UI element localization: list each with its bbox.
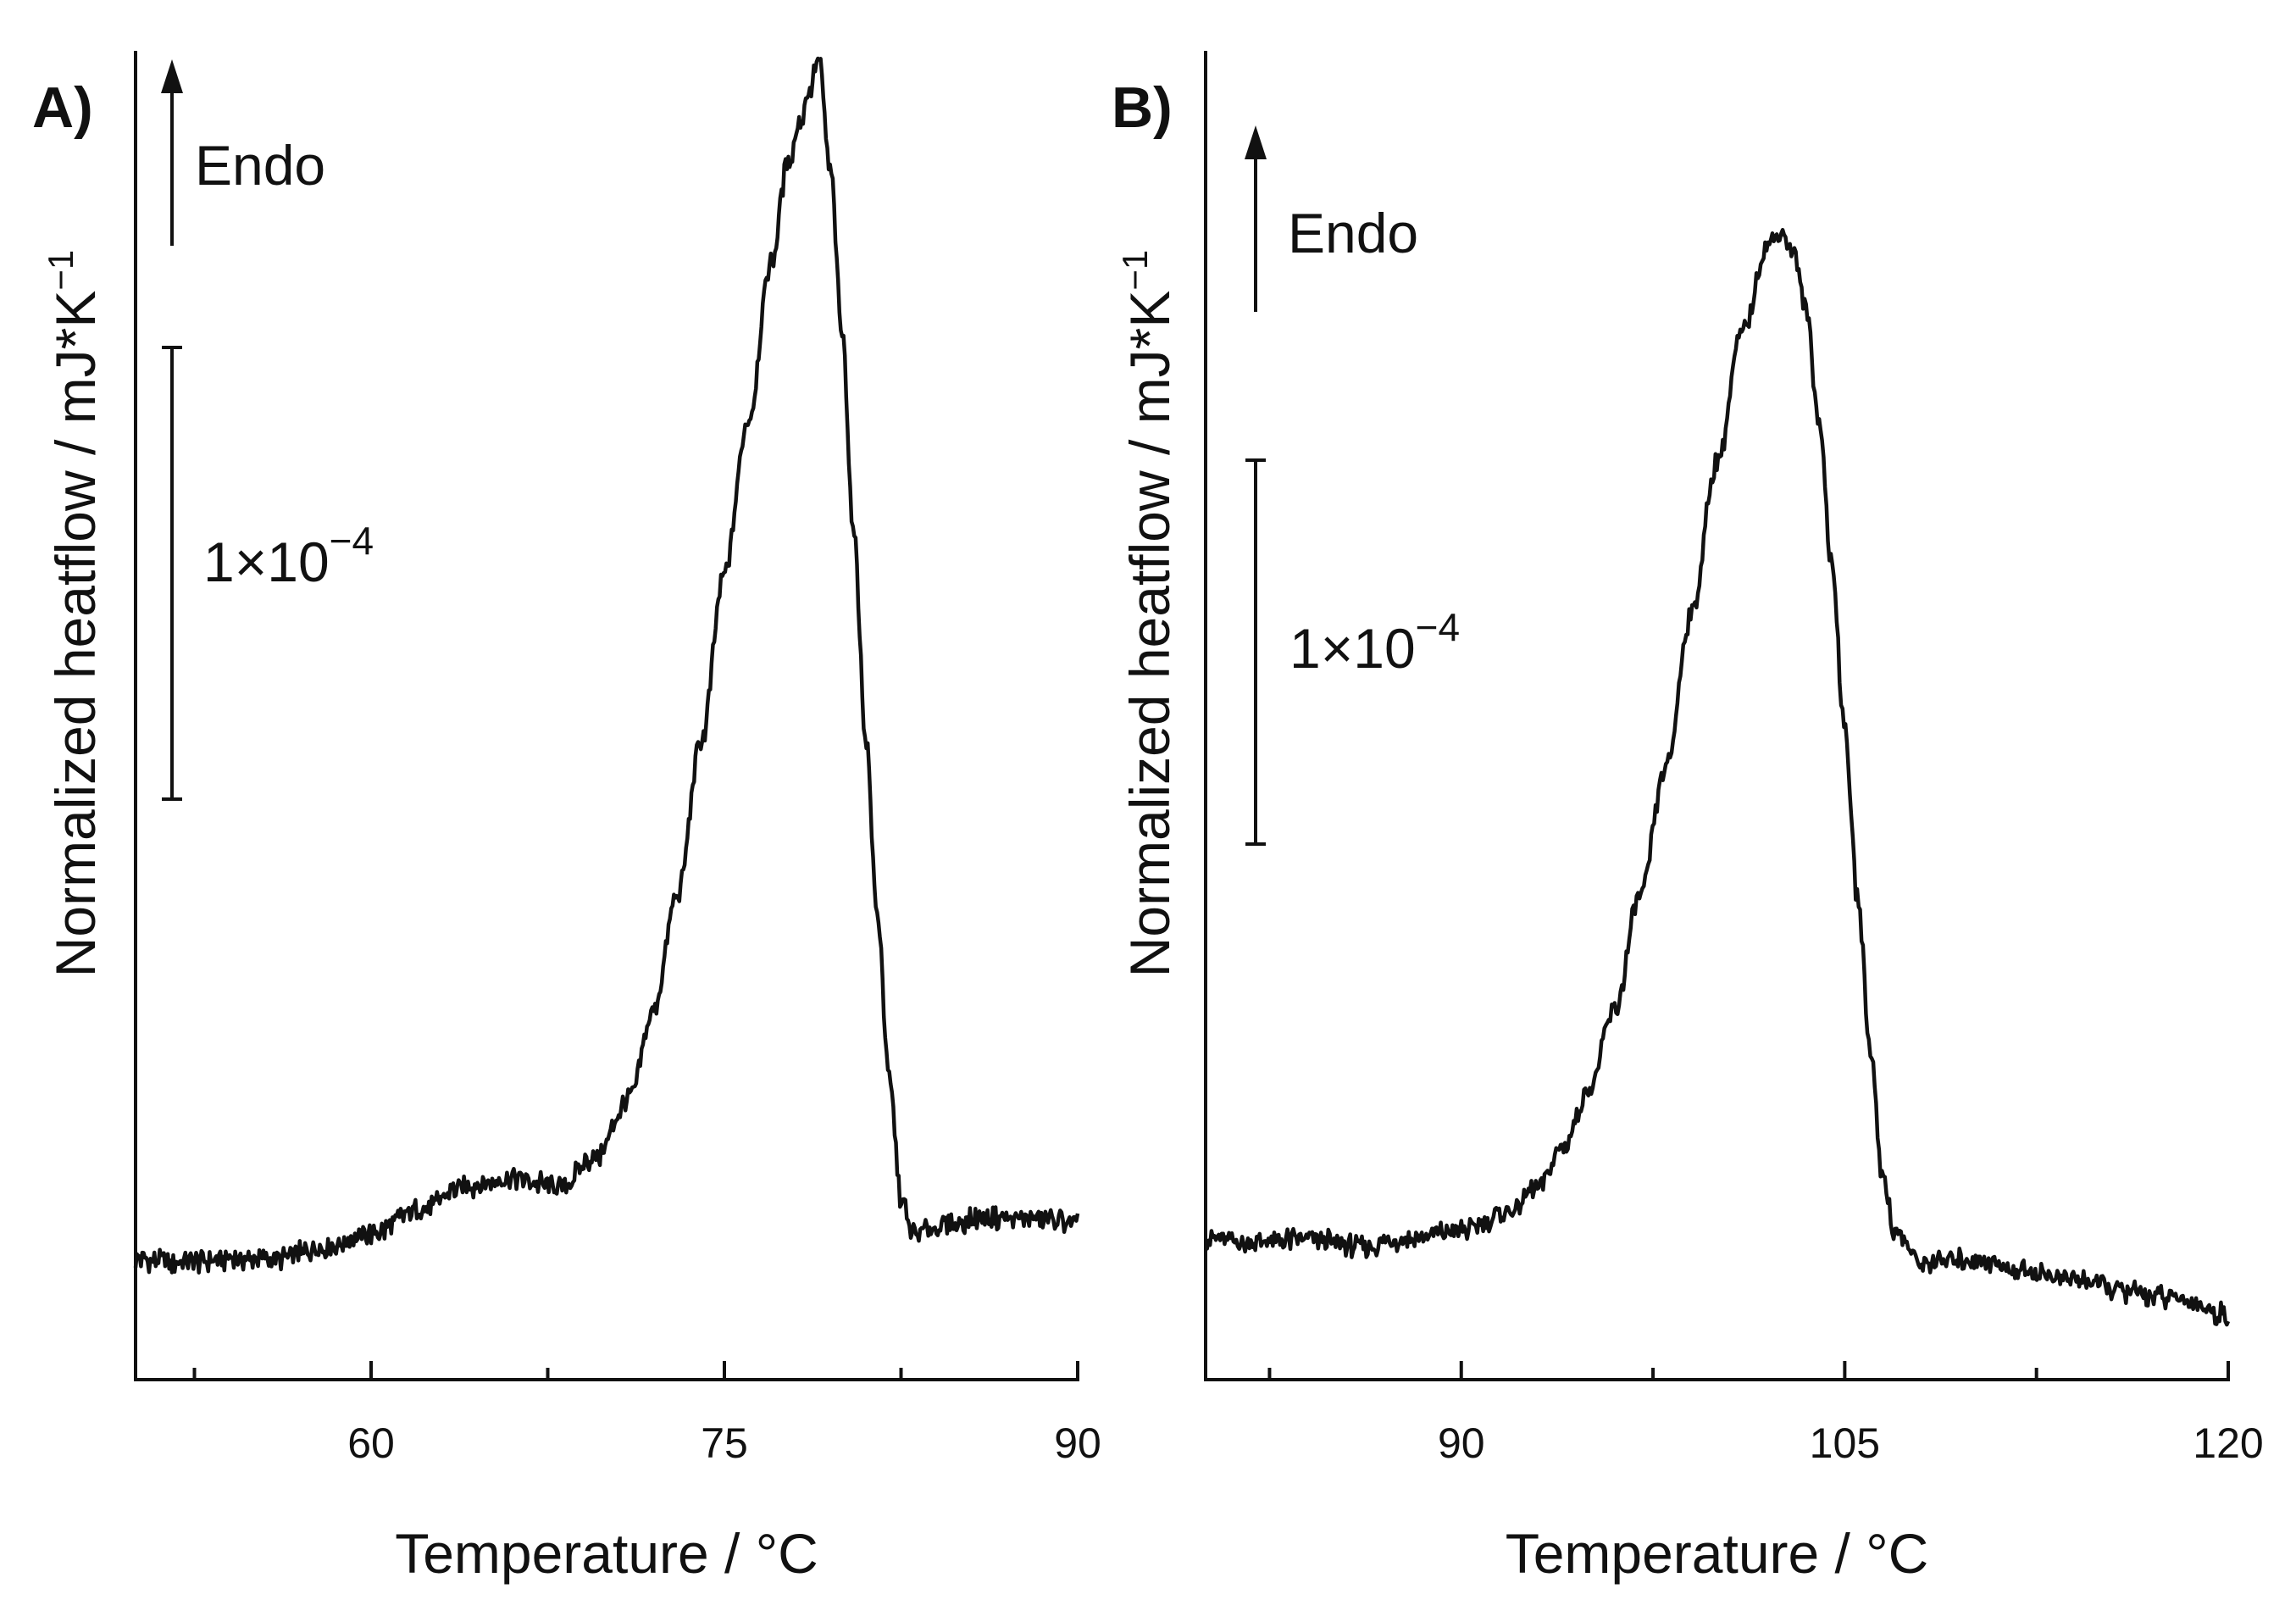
endo-arrow-icon xyxy=(1245,125,1267,159)
x-tick-label: 90 xyxy=(1054,1419,1101,1467)
x-tick-label: 120 xyxy=(2193,1419,2263,1467)
y-axis-title: Normalized heatflow / mJ*K−1 xyxy=(1115,250,1181,978)
endo-label: Endo xyxy=(1288,202,1418,264)
scale-bar-label: 1×10−4 xyxy=(203,519,374,593)
panel-b: B) 90 105 120 Temperature / °C Normalized hea… xyxy=(1112,51,2264,1585)
y-axis-title: Normalized heatflow / mJ*K−1 xyxy=(41,250,107,978)
scale-bar-mantissa: 1×10 xyxy=(203,531,330,593)
scale-bar-mantissa: 1×10 xyxy=(1289,617,1416,680)
x-tick-label: 60 xyxy=(347,1419,395,1467)
y-axis-title-main: Normalized heatflow / mJ*K xyxy=(44,291,107,978)
panel-label: A) xyxy=(32,75,93,140)
panel-label: B) xyxy=(1112,75,1173,140)
x-tick-label: 90 xyxy=(1438,1419,1485,1467)
scale-bar-label: 1×10−4 xyxy=(1289,605,1460,680)
x-axis-title: Temperature / °C xyxy=(395,1522,818,1585)
endo-label: Endo xyxy=(195,134,325,197)
heatflow-curve xyxy=(133,56,1080,1275)
y-axis-title-superscript: −1 xyxy=(41,250,80,291)
scale-bar-exponent: −4 xyxy=(1416,605,1460,649)
x-tick-label: 105 xyxy=(1810,1419,1880,1467)
panel-a: A) 60 75 90 Temperature / °C Normalized heatf… xyxy=(32,51,1101,1585)
y-axis-title-main: Normalized heatflow / mJ*K xyxy=(1118,291,1181,978)
x-tick-label: 75 xyxy=(701,1419,748,1467)
x-axis-title: Temperature / °C xyxy=(1506,1522,1929,1585)
endo-arrow-icon xyxy=(161,59,183,93)
scale-bar-exponent: −4 xyxy=(330,519,374,563)
heatflow-curve xyxy=(1205,227,2231,1327)
y-axis-title-superscript: −1 xyxy=(1115,250,1155,291)
